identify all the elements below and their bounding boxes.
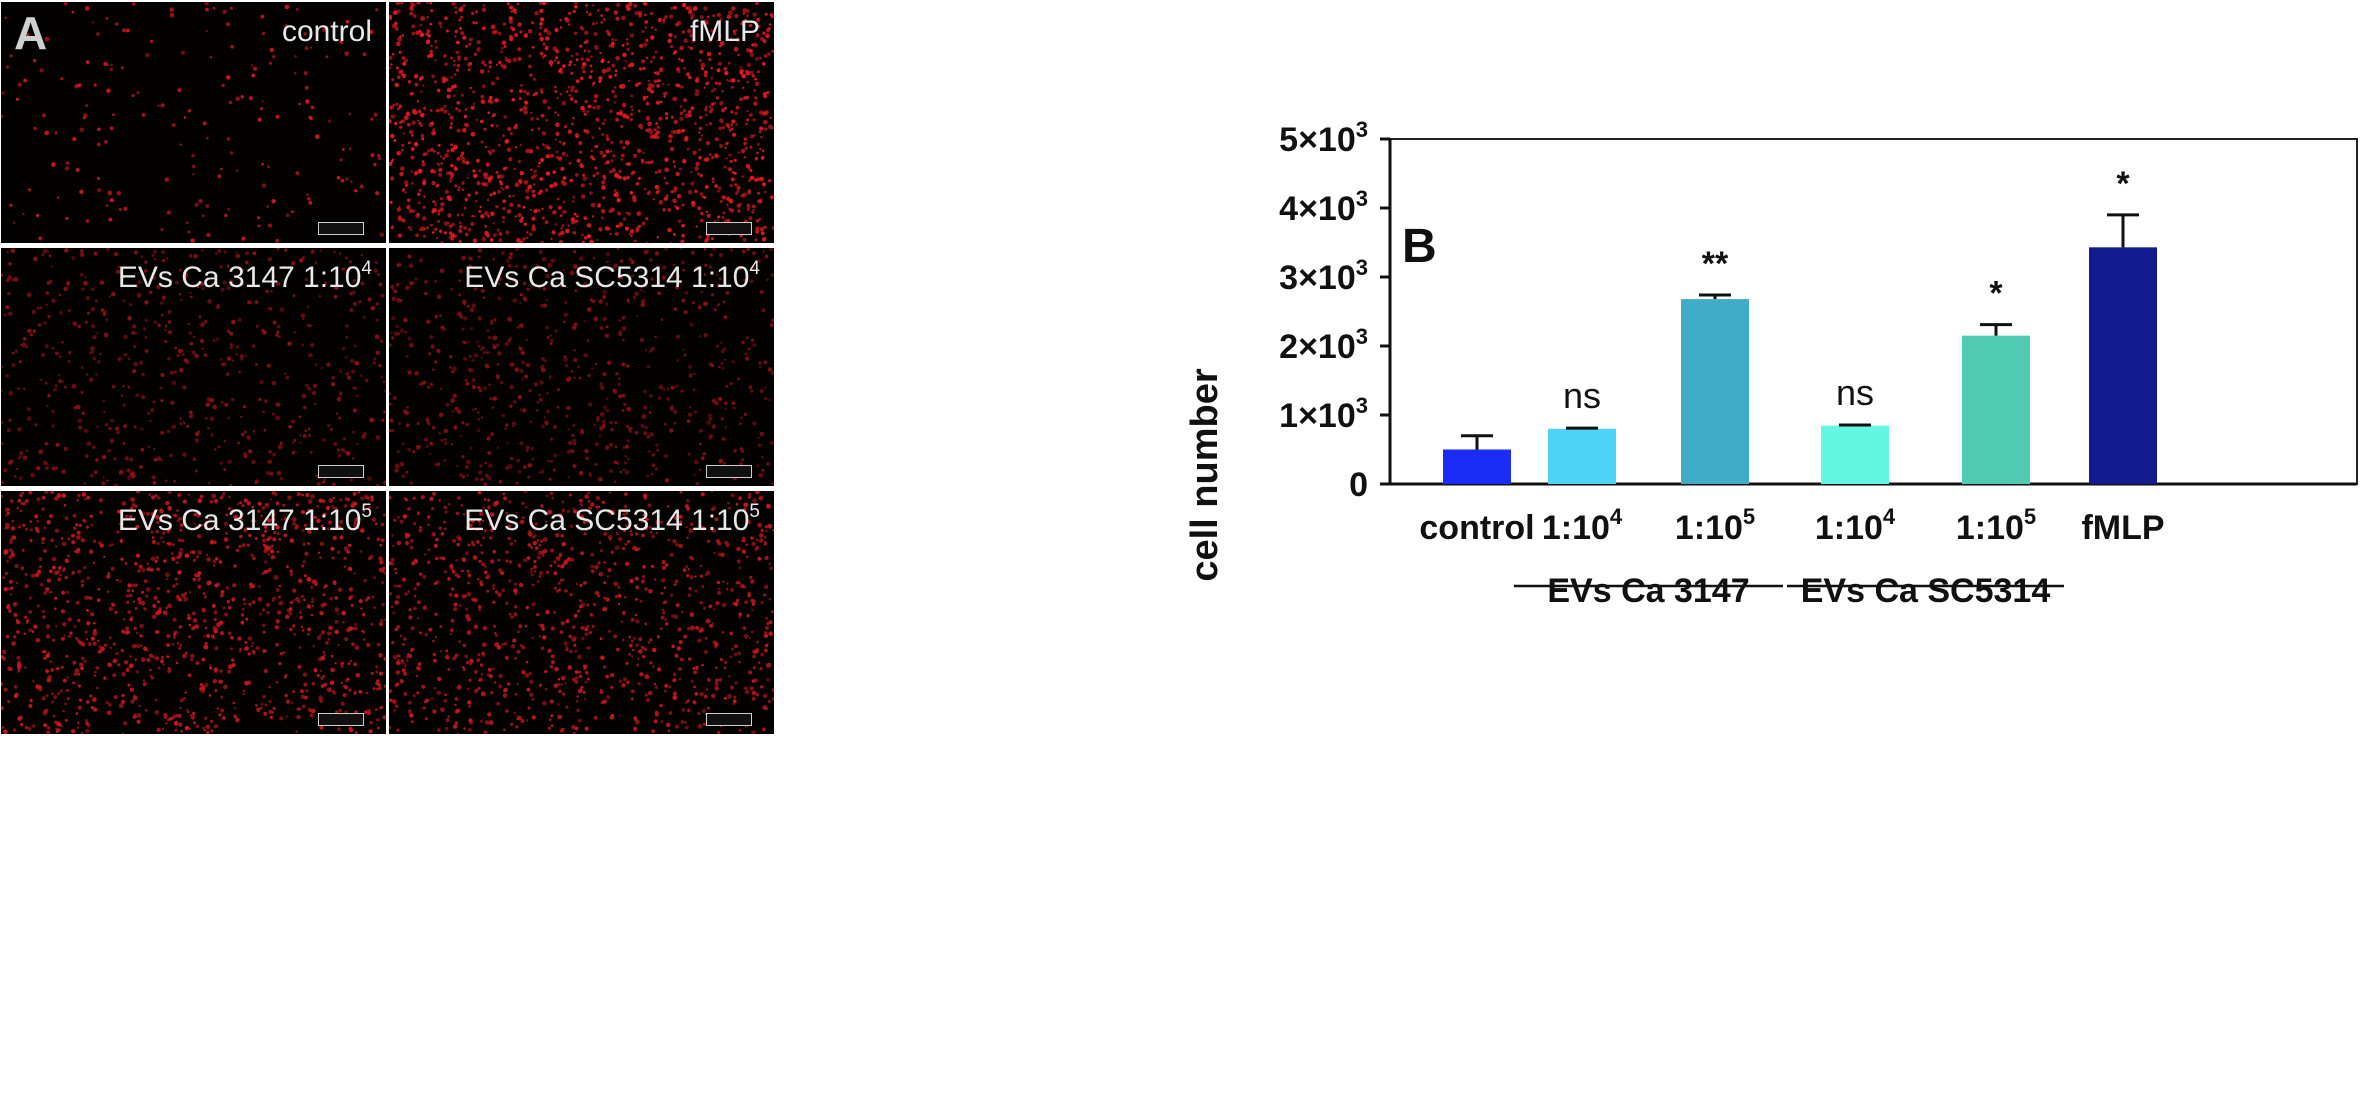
x-tick-label: 1:104	[1542, 504, 1623, 547]
panel-a-micrographs: control fMLP EVs Ca 3147 1:104 EVs Ca SC…	[0, 0, 1170, 1107]
panel-b-letter: B	[1402, 220, 1437, 273]
micrograph-fmlp: fMLP	[389, 2, 774, 243]
micrograph-label: control	[281, 15, 372, 48]
y-tick-label: 3×103	[1279, 255, 1368, 297]
bar-chart: 0 1×103 2×103 3×103 4×103 5×103 cell number B…	[1184, 117, 2358, 610]
x-tick-label: 1:104	[1815, 504, 1896, 547]
bar	[1821, 425, 1889, 484]
bar	[1962, 335, 2030, 484]
bar	[1681, 299, 1749, 484]
micrograph-label: EVs Ca 3147 1:105	[117, 501, 372, 537]
cell-dots	[389, 248, 774, 486]
x-tick-label: 1:105	[1956, 504, 2036, 547]
group-label: EVs Ca SC5314	[1801, 572, 2051, 610]
micrograph-control: control	[1, 2, 386, 243]
micrograph-evs-sc5314-1e4: EVs Ca SC5314 1:104	[389, 248, 774, 486]
scale-bar	[706, 713, 752, 726]
bar	[2089, 247, 2157, 484]
x-tick-label: fMLP	[2081, 509, 2164, 547]
micrograph-label: fMLP	[689, 15, 760, 48]
bars: ns**ns**	[1443, 165, 2157, 484]
y-tick-label: 5×103	[1279, 117, 1368, 159]
y-axis-ticks: 0 1×103 2×103 3×103 4×103 5×103	[1279, 117, 1390, 504]
cell-dots	[389, 491, 774, 734]
significance-label: ns	[1563, 375, 1601, 416]
group-labels: EVs Ca 3147 EVs Ca SC5314	[1514, 572, 2064, 610]
cell-dots	[389, 2, 774, 243]
micrograph-label: EVs Ca SC5314 1:105	[464, 501, 760, 537]
micrograph-label: EVs Ca SC5314 1:104	[464, 258, 760, 294]
y-tick-label: 2×103	[1279, 324, 1368, 366]
scale-bar	[318, 713, 364, 726]
scale-bar	[706, 222, 752, 235]
scale-bar	[706, 465, 752, 478]
micrograph-label: EVs Ca 3147 1:104	[117, 258, 372, 294]
x-tick-label: control	[1419, 509, 1534, 547]
y-tick-label: 1×103	[1279, 393, 1368, 435]
significance-label: *	[2116, 165, 2130, 203]
bar	[1548, 428, 1616, 484]
significance-label: ns	[1836, 372, 1874, 413]
x-axis-labels: control 1:104 1:105 1:104 1:105 fMLP	[1419, 504, 2164, 547]
micrograph-evs-3147-1e4: EVs Ca 3147 1:104	[1, 248, 386, 486]
y-tick-label: 4×103	[1279, 186, 1368, 228]
scale-bar	[318, 465, 364, 478]
significance-label: *	[1989, 275, 2003, 313]
x-tick-label: 1:105	[1675, 504, 1755, 547]
cell-dots	[1, 248, 386, 486]
bar	[1443, 449, 1511, 484]
cell-dots	[1, 2, 385, 243]
scale-bar	[318, 222, 364, 235]
group-label: EVs Ca 3147	[1547, 572, 1749, 610]
panel-a-letter: A	[14, 7, 48, 59]
y-tick-label: 0	[1349, 466, 1368, 504]
micrograph-evs-sc5314-1e5: EVs Ca SC5314 1:105	[389, 491, 774, 734]
significance-label: **	[1702, 245, 1729, 283]
y-axis-label: cell number	[1184, 368, 1226, 581]
micrograph-evs-3147-1e5: EVs Ca 3147 1:105	[1, 491, 386, 734]
